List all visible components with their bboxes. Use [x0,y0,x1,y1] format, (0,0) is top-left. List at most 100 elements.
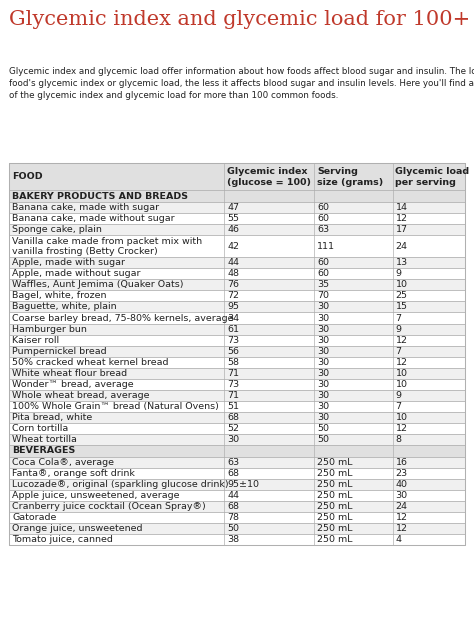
Text: Coarse barley bread, 75-80% kernels, average: Coarse barley bread, 75-80% kernels, ave… [12,313,234,322]
Text: 12: 12 [395,424,408,433]
Text: Pita bread, white: Pita bread, white [12,413,92,422]
Text: 7: 7 [395,347,401,356]
Text: 60: 60 [317,214,329,223]
Text: Bagel, white, frozen: Bagel, white, frozen [12,292,107,301]
Text: 30: 30 [317,324,329,333]
Text: Fanta®, orange soft drink: Fanta®, orange soft drink [12,469,135,478]
Text: Wonder™ bread, average: Wonder™ bread, average [12,379,134,388]
Text: 68: 68 [227,469,239,478]
Text: 50: 50 [317,435,329,444]
Text: 71: 71 [227,390,239,400]
Text: 111: 111 [317,242,335,251]
Text: 8: 8 [395,435,401,444]
Text: 24: 24 [395,242,408,251]
Text: 10: 10 [395,369,408,378]
Text: 30: 30 [317,369,329,378]
Text: 4: 4 [395,535,401,544]
Text: Apple, made with sugar: Apple, made with sugar [12,258,125,267]
Text: 72: 72 [227,292,239,301]
Text: 7: 7 [395,402,401,411]
Text: 250 mL: 250 mL [317,458,353,467]
Text: 73: 73 [227,335,239,345]
Text: 48: 48 [227,269,239,278]
Text: Corn tortilla: Corn tortilla [12,424,69,433]
Text: 40: 40 [395,479,408,488]
Text: 55: 55 [227,214,239,223]
Text: 12: 12 [395,358,408,367]
Text: White wheat flour bread: White wheat flour bread [12,369,128,378]
Text: Vanilla cake made from packet mix with: Vanilla cake made from packet mix with [12,237,202,246]
Text: Apple juice, unsweetened, average: Apple juice, unsweetened, average [12,491,180,500]
Text: 50: 50 [317,424,329,433]
Text: 68: 68 [227,502,239,511]
Text: 30: 30 [227,435,239,444]
Text: Lucozade®, original (sparkling glucose drink): Lucozade®, original (sparkling glucose d… [12,479,229,488]
Text: 12: 12 [395,214,408,223]
Text: 30: 30 [317,402,329,411]
Text: BEVERAGES: BEVERAGES [12,446,75,455]
Text: 16: 16 [395,458,408,467]
Text: 12: 12 [395,335,408,345]
Text: 30: 30 [317,335,329,345]
Text: 63: 63 [317,225,329,235]
Text: 56: 56 [227,347,239,356]
Text: Wheat tortilla: Wheat tortilla [12,435,77,444]
Text: FOOD: FOOD [12,172,43,181]
Text: Apple, made without sugar: Apple, made without sugar [12,269,141,278]
Text: 100% Whole Grain™ bread (Natural Ovens): 100% Whole Grain™ bread (Natural Ovens) [12,402,219,411]
Text: 61: 61 [227,324,239,333]
Text: 9: 9 [395,324,401,333]
Text: 12: 12 [395,513,408,522]
Text: Tomato juice, canned: Tomato juice, canned [12,535,113,544]
Text: 25: 25 [395,292,408,301]
Text: 250 mL: 250 mL [317,513,353,522]
Text: 34: 34 [227,313,239,322]
Text: 9: 9 [395,390,401,400]
Text: Whole wheat bread, average: Whole wheat bread, average [12,390,150,400]
Text: 44: 44 [227,258,239,267]
Text: 50: 50 [227,524,239,533]
Text: 35: 35 [317,280,329,290]
Text: 250 mL: 250 mL [317,535,353,544]
Text: Coca Cola®, average: Coca Cola®, average [12,458,114,467]
Text: 70: 70 [317,292,329,301]
Text: 7: 7 [395,313,401,322]
Text: 30: 30 [317,358,329,367]
Text: Glycemic index and glycemic load for 100+ foods: Glycemic index and glycemic load for 100… [9,10,474,29]
Text: 51: 51 [227,402,239,411]
Text: 30: 30 [317,379,329,388]
Text: Pumpernickel bread: Pumpernickel bread [12,347,107,356]
Text: 30: 30 [317,303,329,312]
Text: Glycemic index
(glucose = 100): Glycemic index (glucose = 100) [227,167,311,187]
Text: 250 mL: 250 mL [317,479,353,488]
Text: 14: 14 [395,203,408,212]
Text: Baguette, white, plain: Baguette, white, plain [12,303,117,312]
Text: 30: 30 [317,313,329,322]
Text: 13: 13 [395,258,408,267]
Text: 30: 30 [317,347,329,356]
Text: 42: 42 [227,242,239,251]
Text: 9: 9 [395,269,401,278]
Text: Glycemic index and glycemic load offer information about how foods affect blood : Glycemic index and glycemic load offer i… [9,67,474,100]
Text: 250 mL: 250 mL [317,491,353,500]
Text: 17: 17 [395,225,408,235]
Text: Kaiser roll: Kaiser roll [12,335,59,345]
Text: Sponge cake, plain: Sponge cake, plain [12,225,102,235]
Text: 10: 10 [395,280,408,290]
Text: 71: 71 [227,369,239,378]
Text: Orange juice, unsweetened: Orange juice, unsweetened [12,524,143,533]
Text: 60: 60 [317,258,329,267]
Text: 24: 24 [395,502,408,511]
Text: 78: 78 [227,513,239,522]
Text: 52: 52 [227,424,239,433]
Text: 50% cracked wheat kernel bread: 50% cracked wheat kernel bread [12,358,169,367]
Text: 47: 47 [227,203,239,212]
Text: 12: 12 [395,524,408,533]
Text: Waffles, Aunt Jemima (Quaker Oats): Waffles, Aunt Jemima (Quaker Oats) [12,280,184,290]
Text: 10: 10 [395,413,408,422]
Text: 95: 95 [227,303,239,312]
Text: 95±10: 95±10 [227,479,259,488]
Text: 30: 30 [317,390,329,400]
Text: Cranberry juice cocktail (Ocean Spray®): Cranberry juice cocktail (Ocean Spray®) [12,502,206,511]
Text: 30: 30 [317,413,329,422]
